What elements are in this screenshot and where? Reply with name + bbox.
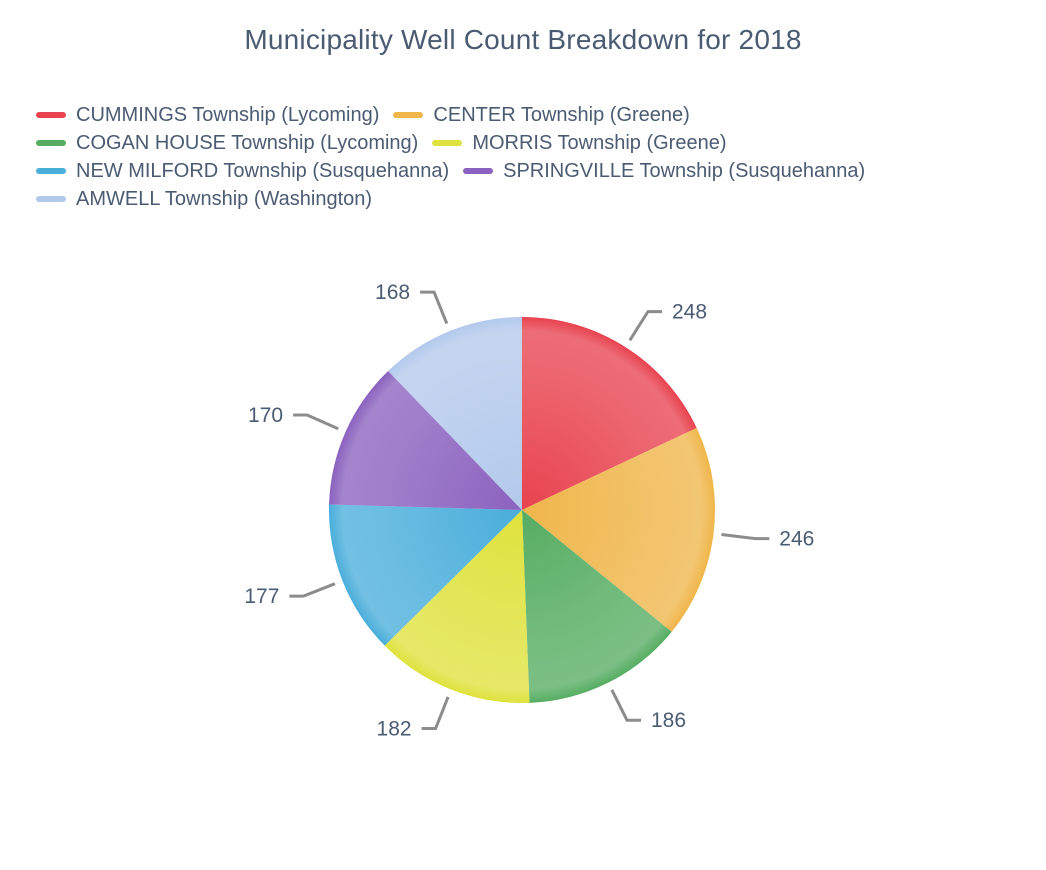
legend-row: COGAN HOUSE Township (Lycoming) MORRIS T… xyxy=(36,129,1036,157)
legend-swatch xyxy=(36,196,66,202)
legend-swatch xyxy=(463,168,494,174)
legend-swatch xyxy=(36,112,66,118)
legend-item-amwell[interactable]: AMWELL Township (Washington) xyxy=(36,188,372,211)
leader-line xyxy=(420,290,449,325)
leader-line xyxy=(293,413,339,431)
legend-item-springville[interactable]: SPRINGVILLE Township (Susquehanna) xyxy=(463,160,865,183)
chart-title: Municipality Well Count Breakdown for 20… xyxy=(244,24,802,55)
legend-swatch xyxy=(393,112,424,118)
data-label: 168 xyxy=(375,281,410,304)
legend-label: NEW MILFORD Township (Susquehanna) xyxy=(76,159,450,182)
data-label: 248 xyxy=(672,301,707,324)
pie-slices xyxy=(329,317,715,703)
data-label: 246 xyxy=(779,528,814,551)
legend-item-cummings[interactable]: CUMMINGS Township (Lycoming) xyxy=(36,104,379,127)
legend-label: COGAN HOUSE Township (Lycoming) xyxy=(76,131,419,154)
legend-row: CUMMINGS Township (Lycoming) CENTER Town… xyxy=(36,101,1036,129)
legend-swatch xyxy=(36,168,66,174)
legend-label: MORRIS Township (Greene) xyxy=(472,131,727,154)
leader-line xyxy=(289,582,336,598)
leader-line xyxy=(628,310,662,342)
data-label: 177 xyxy=(244,585,279,608)
data-label: 182 xyxy=(377,718,412,741)
legend-item-new-milford[interactable]: NEW MILFORD Township (Susquehanna) xyxy=(36,160,449,183)
data-label: 170 xyxy=(248,404,283,427)
legend-label: CENTER Township (Greene) xyxy=(433,103,690,126)
legend-item-morris[interactable]: MORRIS Township (Greene) xyxy=(432,131,727,155)
legend-label: AMWELL Township (Washington) xyxy=(76,187,373,210)
legend-row: AMWELL Township (Washington) xyxy=(36,185,1036,213)
leader-line xyxy=(721,533,770,541)
leader-line xyxy=(610,689,641,722)
legend-row: NEW MILFORD Township (Susquehanna) SPRIN… xyxy=(36,157,1036,185)
data-label: 186 xyxy=(651,709,686,732)
legend-label: CUMMINGS Township (Lycoming) xyxy=(76,103,380,126)
legend-swatch xyxy=(36,140,66,146)
leader-line xyxy=(421,696,450,730)
legend-swatch xyxy=(432,140,463,146)
legend: CUMMINGS Township (Lycoming) CENTER Town… xyxy=(36,101,1036,213)
legend-label: SPRINGVILLE Township (Susquehanna) xyxy=(503,159,866,182)
pie-labels: 248 246 186 182 177 170 168 xyxy=(244,281,814,740)
legend-item-center[interactable]: CENTER Township (Greene) xyxy=(393,103,690,127)
legend-item-cogan-house[interactable]: COGAN HOUSE Township (Lycoming) xyxy=(36,132,418,155)
